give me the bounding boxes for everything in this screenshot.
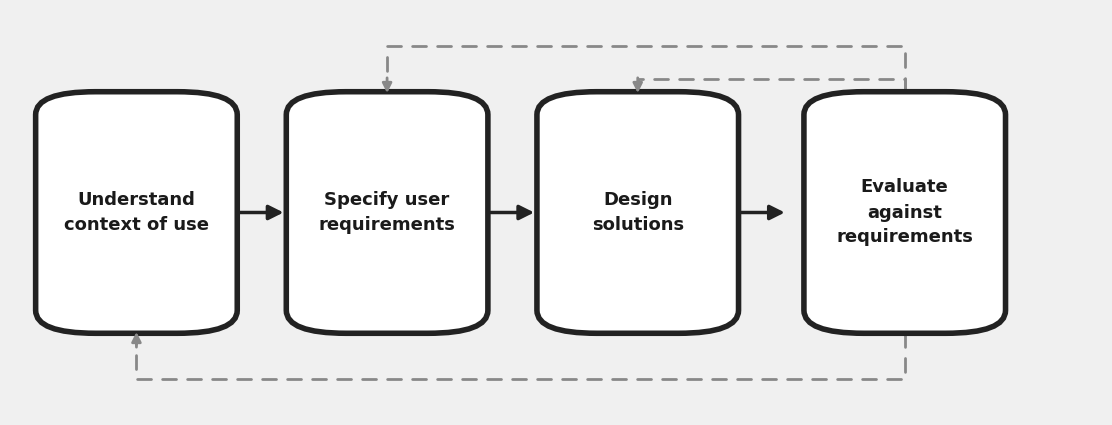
FancyBboxPatch shape [537,92,738,333]
Text: Evaluate
against
requirements: Evaluate against requirements [836,178,973,246]
Text: Design
solutions: Design solutions [592,191,684,234]
Text: Specify user
requirements: Specify user requirements [319,191,456,234]
FancyBboxPatch shape [804,92,1005,333]
FancyBboxPatch shape [286,92,488,333]
Text: Understand
context of use: Understand context of use [64,191,209,234]
FancyBboxPatch shape [36,92,237,333]
